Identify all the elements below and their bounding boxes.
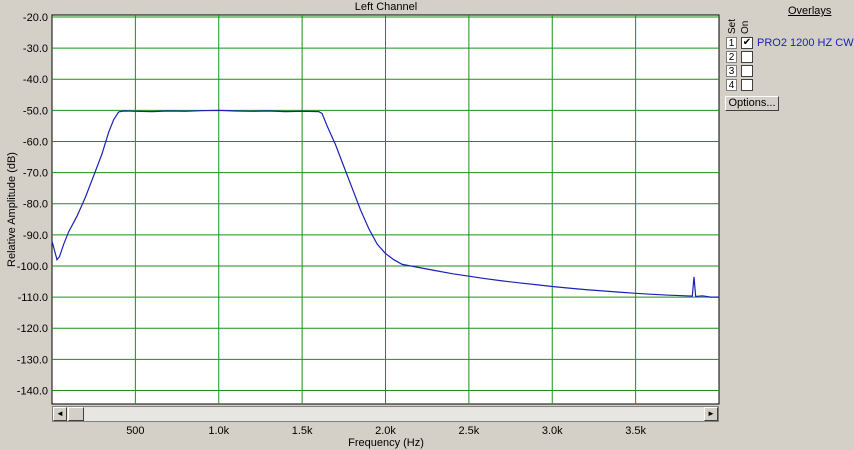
y-tick-label: -130.0	[17, 354, 48, 366]
x-tick-label: 2.5k	[458, 425, 479, 437]
overlay-set-number: 1	[726, 37, 737, 49]
overlay-on-checkbox-1[interactable]: ✔	[741, 37, 753, 49]
scroll-left-button[interactable]: ◄	[53, 407, 67, 421]
y-tick-label: -90.0	[23, 230, 48, 242]
x-tick-label: 3.0k	[542, 425, 563, 437]
y-tick-label: -80.0	[23, 199, 48, 211]
options-button[interactable]: Options...	[725, 96, 779, 111]
on-column-header: On	[740, 20, 751, 34]
overlay-name: PRO2 1200 HZ CW	[757, 37, 854, 49]
chart-title: Left Channel	[354, 1, 418, 13]
overlay-on-checkbox-2[interactable]	[741, 51, 753, 63]
overlay-on-checkbox-4[interactable]	[741, 79, 753, 91]
y-tick-label: -40.0	[23, 74, 48, 86]
y-tick-label: -100.0	[17, 261, 48, 273]
y-tick-label: -110.0	[18, 292, 48, 304]
y-tick-label: -60.0	[23, 136, 48, 148]
y-axis-label: Relative Amplitude (dB)	[6, 152, 18, 267]
y-tick-label: -70.0	[23, 168, 48, 180]
scroll-thumb[interactable]	[68, 407, 84, 421]
y-tick-label: -20.0	[23, 12, 48, 24]
x-tick-label: 2.0k	[375, 425, 396, 437]
series-line	[51, 109, 719, 298]
overlay-set-number: 3	[726, 65, 737, 77]
x-axis-label: Frequency (Hz)	[348, 437, 424, 449]
y-tick-label: -30.0	[23, 43, 48, 55]
overlay-set-number: 2	[726, 51, 737, 63]
overlays-title: Overlays	[788, 5, 832, 17]
x-tick-label: 1.5k	[292, 425, 313, 437]
set-column-header: Set	[727, 18, 738, 34]
horizontal-scrollbar[interactable]: ◄ ►	[52, 406, 719, 422]
y-tick-label: -50.0	[23, 105, 48, 117]
x-tick-label: 3.5k	[625, 425, 646, 437]
overlay-on-checkbox-3[interactable]	[741, 65, 753, 77]
x-tick-label: 500	[126, 425, 144, 437]
x-tick-label: 1.0k	[208, 425, 229, 437]
overlay-set-number: 4	[726, 79, 737, 91]
y-tick-label: -140.0	[17, 385, 48, 397]
scroll-right-button[interactable]: ►	[704, 407, 718, 421]
y-tick-label: -120.0	[17, 323, 48, 335]
